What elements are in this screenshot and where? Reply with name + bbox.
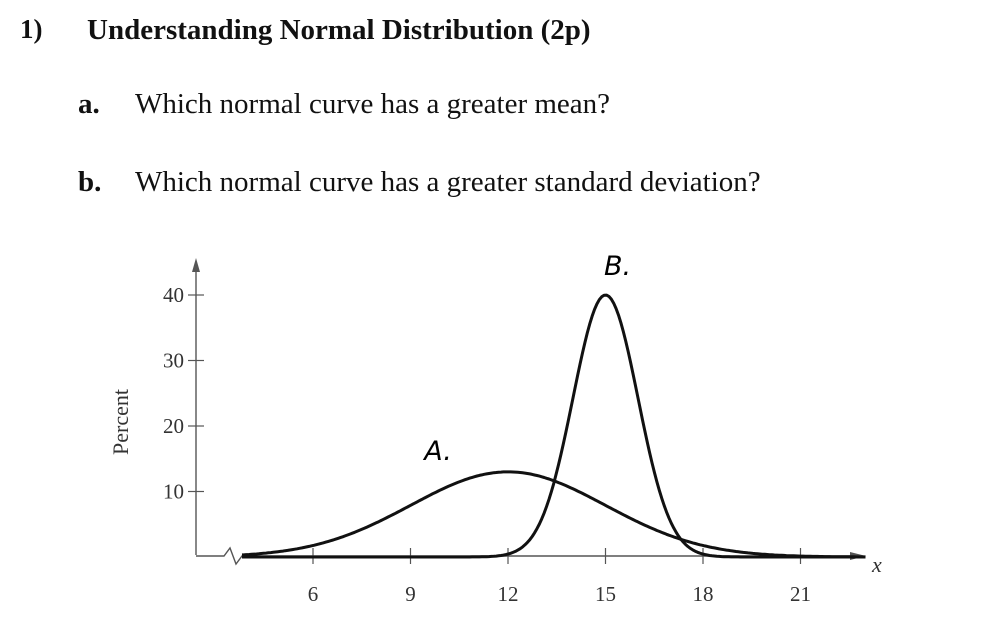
part-a-question: Which normal curve has a greater mean? (135, 88, 611, 120)
x-tick-label: 9 (405, 582, 416, 606)
part-a-letter: a. (78, 88, 100, 120)
x-tick-label: 18 (693, 582, 714, 606)
y-tick-label: 40 (163, 283, 184, 307)
question-number: 1) (20, 14, 43, 44)
chart-ticks: 10 20 30 40 6 9 12 15 18 21 (163, 283, 811, 606)
y-axis-label: Percent (108, 389, 133, 455)
x-tick-label: 6 (308, 582, 319, 606)
x-tick-label: 15 (595, 582, 616, 606)
part-b-letter: b. (78, 166, 102, 198)
x-tick-label: 12 (498, 582, 519, 606)
curve-b (242, 293, 866, 559)
question-title: Understanding Normal Distribution (2p) (87, 14, 591, 46)
y-tick-label: 20 (163, 414, 184, 438)
chart-axes: x Percent (108, 258, 882, 577)
y-tick-label: 30 (163, 349, 184, 373)
curve-label-a: A. (422, 436, 452, 467)
y-tick-label: 10 (163, 480, 184, 504)
part-b-question: Which normal curve has a greater standar… (135, 166, 761, 198)
y-axis-arrow (192, 258, 200, 272)
chart-labels: A. B. (422, 251, 631, 467)
x-axis-label: x (871, 552, 882, 577)
chart-curves (241, 293, 866, 559)
curve-label-b: B. (604, 251, 631, 282)
x-tick-label: 21 (790, 582, 811, 606)
